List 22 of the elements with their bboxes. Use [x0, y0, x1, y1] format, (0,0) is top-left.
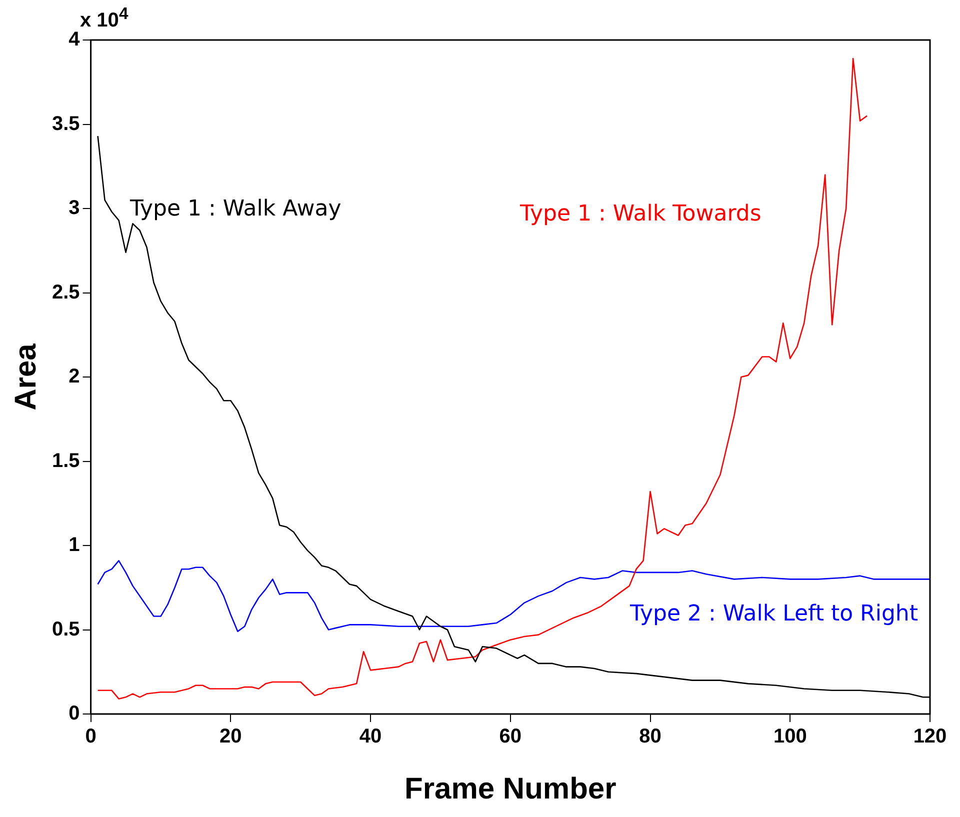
- x-tick-label: 120: [913, 726, 947, 748]
- x-tick-label: 60: [499, 726, 522, 748]
- y-tick-label: 1: [68, 534, 80, 556]
- text: Type 1 : Walk Towards: [519, 202, 762, 227]
- x-tick-label: 20: [220, 726, 242, 748]
- x-tick-label: 40: [359, 726, 382, 748]
- x-tick-label: 0: [85, 726, 96, 748]
- y-axis-title: Area: [9, 343, 42, 410]
- series-label: Type 2 : Walk Left to Right: [629, 602, 918, 627]
- x-axis-title: Frame Number: [404, 772, 617, 806]
- y-tick-label: 4: [68, 28, 81, 51]
- y-tick-label: 1.5: [52, 450, 80, 472]
- y-tick-label: 0.5: [52, 618, 80, 640]
- y-tick-label: 2.5: [52, 281, 80, 304]
- series-label: Type 1 : Walk Away: [129, 196, 342, 222]
- y-tick-label: 2: [68, 366, 80, 388]
- text: x 10$^{4}$: [80, 4, 128, 33]
- y-tick-label: 0: [68, 702, 80, 725]
- x-tick-label: 80: [639, 726, 662, 748]
- y-tick-label: 3: [68, 197, 80, 220]
- y-tick-label: 3.5: [52, 112, 80, 135]
- x-tick-label: 100: [773, 726, 807, 748]
